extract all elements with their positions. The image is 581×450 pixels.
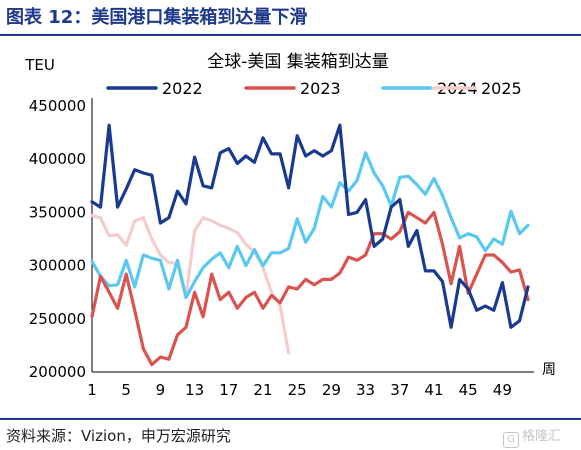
y-tick-label: 200000 — [29, 363, 86, 381]
y-tick-label: 300000 — [29, 257, 86, 275]
series-line-2025 — [90, 214, 291, 355]
x-tick-label: 45 — [459, 381, 478, 399]
x-axis-label: 周 — [542, 362, 556, 378]
series-line-2024 — [90, 151, 530, 300]
source-note: 资料来源：Vizion，申万宏源研究 — [6, 427, 231, 445]
watermark-text: 格隆汇 — [522, 429, 562, 444]
series-lines — [90, 123, 530, 367]
x-axis: 1 5 9 13 17 21 25 29 33 37 41 45 49 — [87, 371, 534, 399]
y-tick-label: 350000 — [29, 203, 86, 221]
y-tick-label: 450000 — [29, 97, 86, 115]
x-tick-label: 21 — [253, 381, 272, 399]
y-axis: 200000 250000 300000 350000 400000 450000 — [29, 97, 93, 381]
x-tick-label: 13 — [185, 381, 204, 399]
x-tick-label: 17 — [219, 381, 238, 399]
series-line-2023 — [90, 210, 530, 367]
watermark: G 格隆汇 — [503, 425, 561, 448]
series-line-2022 — [90, 123, 530, 329]
x-tick-label: 25 — [288, 381, 307, 399]
legend-label-2023: 2023 — [300, 79, 341, 98]
figure-title: 图表 12：美国港口集装箱到达量下滑 — [6, 7, 308, 28]
x-tick-label: 29 — [322, 381, 341, 399]
x-tick-label: 41 — [424, 381, 443, 399]
y-tick-label: 250000 — [29, 310, 86, 328]
x-tick-label: 5 — [121, 381, 131, 399]
x-tick-label: 33 — [356, 381, 375, 399]
top-rule — [0, 34, 581, 36]
x-tick-label: 9 — [156, 381, 166, 399]
chart-title: 全球-美国 集装箱到达量 — [207, 52, 389, 72]
x-tick-label: 1 — [87, 381, 97, 399]
legend: 2022 2023 2024 2025 — [106, 79, 522, 98]
bottom-rule — [0, 418, 581, 420]
y-axis-label: TEU — [24, 56, 55, 74]
x-tick-label: 37 — [390, 381, 409, 399]
legend-label-2022: 2022 — [162, 79, 203, 98]
watermark-logo-icon: G — [503, 432, 519, 448]
line-chart: 全球-美国 集装箱到达量 TEU 周 2022 2023 2024 2025 2000… — [24, 52, 556, 399]
x-tick-label: 49 — [493, 381, 512, 399]
y-tick-label: 400000 — [29, 150, 86, 168]
legend-label-2025: 2025 — [481, 79, 522, 98]
